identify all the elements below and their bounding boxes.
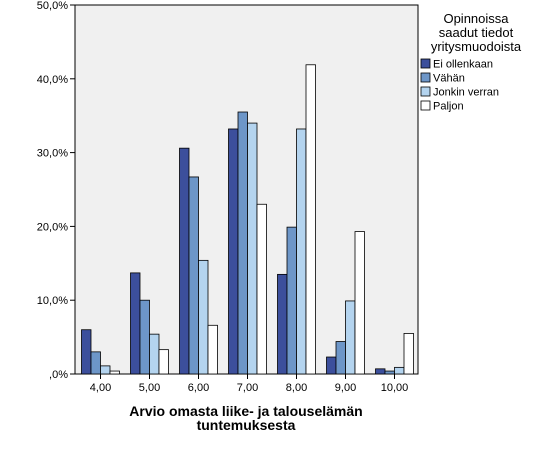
- bar-vhn-10-00: [384, 370, 395, 375]
- bar-jonkin-verran-8-00: [296, 128, 307, 375]
- legend-swatch: [420, 58, 431, 69]
- legend-title-line-3: yritysmuodoista: [431, 39, 522, 54]
- bar-paljon-7-00: [256, 203, 267, 375]
- bar-paljon-8-00: [305, 64, 316, 375]
- y-tick-label: 50,0%: [37, 0, 68, 12]
- y-axis: ,0% 10,0% 20,0% 30,0% 40,0% 50,0%: [37, 0, 75, 381]
- y-tick-label: ,0%: [49, 369, 68, 381]
- x-tick-label: 4,00: [90, 382, 111, 394]
- bar-jonkin-verran-9-00: [345, 300, 356, 375]
- bar-ei-ollenkaan-5-00: [130, 272, 141, 375]
- bar-vhn-7-00: [237, 111, 248, 375]
- bar-ei-ollenkaan-9-00: [326, 356, 337, 375]
- bar-vhn-8-00: [286, 226, 297, 375]
- bar-jonkin-verran-10-00: [394, 366, 405, 375]
- x-tick-label: 7,00: [237, 382, 258, 394]
- bar-ei-ollenkaan-10-00: [375, 368, 386, 375]
- x-axis-title: Arvio omasta liike- ja talouselämän tunt…: [129, 403, 362, 433]
- legend-label: Vähän: [433, 73, 465, 85]
- x-tick-label: 6,00: [188, 382, 209, 394]
- bar-paljon-4-00: [109, 370, 120, 375]
- legend-swatch: [420, 86, 431, 97]
- y-tick-label: 30,0%: [37, 148, 68, 160]
- legend-swatch: [420, 100, 431, 111]
- bar-ei-ollenkaan-8-00: [277, 273, 288, 375]
- bars-layer: [81, 64, 414, 375]
- bar-vhn-5-00: [139, 299, 150, 375]
- x-tick-label: 8,00: [286, 382, 307, 394]
- x-tick-label: 10,00: [381, 382, 409, 394]
- legend-title-line-2: saadut tiedot: [439, 25, 514, 40]
- bar-jonkin-verran-6-00: [198, 259, 209, 375]
- y-tick-label: 20,0%: [37, 221, 68, 233]
- x-tick-label: 9,00: [335, 382, 356, 394]
- bar-vhn-4-00: [90, 351, 101, 375]
- x-tick-label: 5,00: [139, 382, 160, 394]
- bar-vhn-9-00: [335, 341, 346, 375]
- legend-label: Jonkin verran: [433, 87, 499, 99]
- legend-label: Paljon: [433, 101, 464, 113]
- bar-jonkin-verran-4-00: [100, 365, 111, 375]
- bar-vhn-6-00: [188, 176, 199, 375]
- bar-ei-ollenkaan-4-00: [81, 329, 92, 375]
- bar-ei-ollenkaan-6-00: [179, 147, 190, 375]
- x-axis-title-line-2: tuntemuksesta: [197, 417, 296, 433]
- legend: Opinnoissa saadut tiedot yritysmuodoista…: [420, 11, 522, 113]
- bar-jonkin-verran-7-00: [247, 122, 258, 375]
- legend-label: Ei ollenkaan: [433, 59, 493, 71]
- legend-title-line-1: Opinnoissa: [443, 11, 509, 26]
- bar-jonkin-verran-5-00: [149, 333, 160, 375]
- bar-paljon-10-00: [403, 333, 414, 375]
- x-axis: 4,00 5,00 6,00 7,00 8,00 9,00 10,00: [90, 374, 408, 394]
- legend-swatch: [420, 72, 431, 83]
- x-axis-title-line-1: Arvio omasta liike- ja talouselämän: [129, 403, 362, 419]
- y-tick-label: 10,0%: [37, 295, 68, 307]
- bar-paljon-5-00: [158, 349, 169, 375]
- y-tick-label: 40,0%: [37, 74, 68, 86]
- bar-paljon-6-00: [207, 324, 218, 375]
- bar-paljon-9-00: [354, 231, 365, 375]
- bar-ei-ollenkaan-7-00: [228, 128, 239, 375]
